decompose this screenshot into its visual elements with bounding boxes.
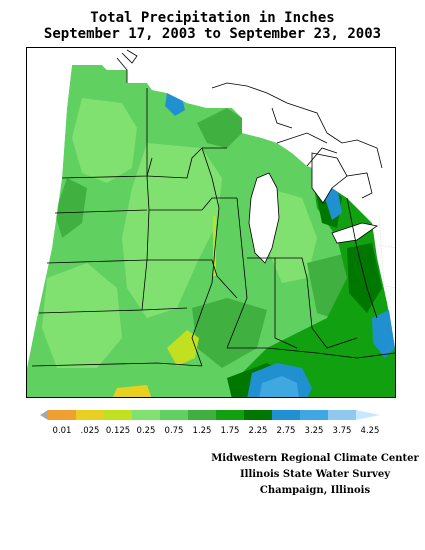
precip-dark-region-2 [55,178,87,238]
credit-line-1: Midwestern Regional Climate Center [211,453,419,464]
precipitation-map [26,47,396,398]
legend-label-2: .025 [81,426,100,436]
lake-michigan [248,172,280,264]
legend-label-7: 1.75 [221,426,240,436]
legend-label-5: 0.75 [165,426,184,436]
legend-label-3: 0.125 [106,426,130,436]
precip-light-region-2 [122,143,222,318]
precip-blue-region-2 [259,376,299,397]
legend-swatch-1 [48,410,76,420]
credit-line-2: Illinois State Water Survey [239,469,391,480]
precip-yellow-region-1 [167,330,199,366]
legend-label-1: 0.01 [53,426,72,436]
legend-label-10: 3.25 [305,426,324,436]
precipitation-legend: 0.01 .025 0.125 0.25 0.75 1.25 1.75 2.25… [0,408,425,442]
coastlines [116,49,383,199]
legend-swatch-2 [76,410,104,420]
precip-light-region-3 [42,263,122,368]
legend-label-4: 0.25 [137,426,156,436]
precip-dark-region-1 [197,108,242,148]
legend-swatch-7 [216,410,244,420]
legend-label-6: 1.25 [193,426,212,436]
precip-light-region-1 [72,98,137,183]
precip-yellow-region-2 [112,385,152,397]
legend-swatch-11 [328,410,356,420]
map-title-line-1: Total Precipitation in Inches [90,10,335,26]
legend-swatch-8 [244,410,272,420]
legend-label-12: 4.25 [361,426,380,436]
precip-light-region-4 [267,188,317,283]
legend-label-11: 3.75 [333,426,352,436]
lake-huron [311,152,348,204]
legend-svg: 0.01 .025 0.125 0.25 0.75 1.25 1.75 2.25… [40,410,380,436]
legend-swatch-below [40,410,48,420]
legend-swatch-above [356,410,380,420]
state-boundaries [31,88,395,367]
legend-swatch-5 [160,410,188,420]
precip-dark-region-3 [192,298,267,368]
legend-swatch-3 [104,410,132,420]
precip-blue-region-3 [372,310,395,358]
legend-label-9: 2.75 [277,426,296,436]
map-svg [27,48,395,397]
legend-label-8: 2.25 [249,426,268,436]
legend-swatch-9 [272,410,300,420]
lake-erie [331,222,378,244]
map-title-line-2: September 17, 2003 to September 23, 2003 [43,26,382,42]
legend-swatch-4 [132,410,160,420]
legend-swatch-6 [188,410,216,420]
no-data-area [27,48,395,368]
legend-swatch-10 [300,410,328,420]
credit-line-3: Champaign, Illinois [259,485,371,496]
